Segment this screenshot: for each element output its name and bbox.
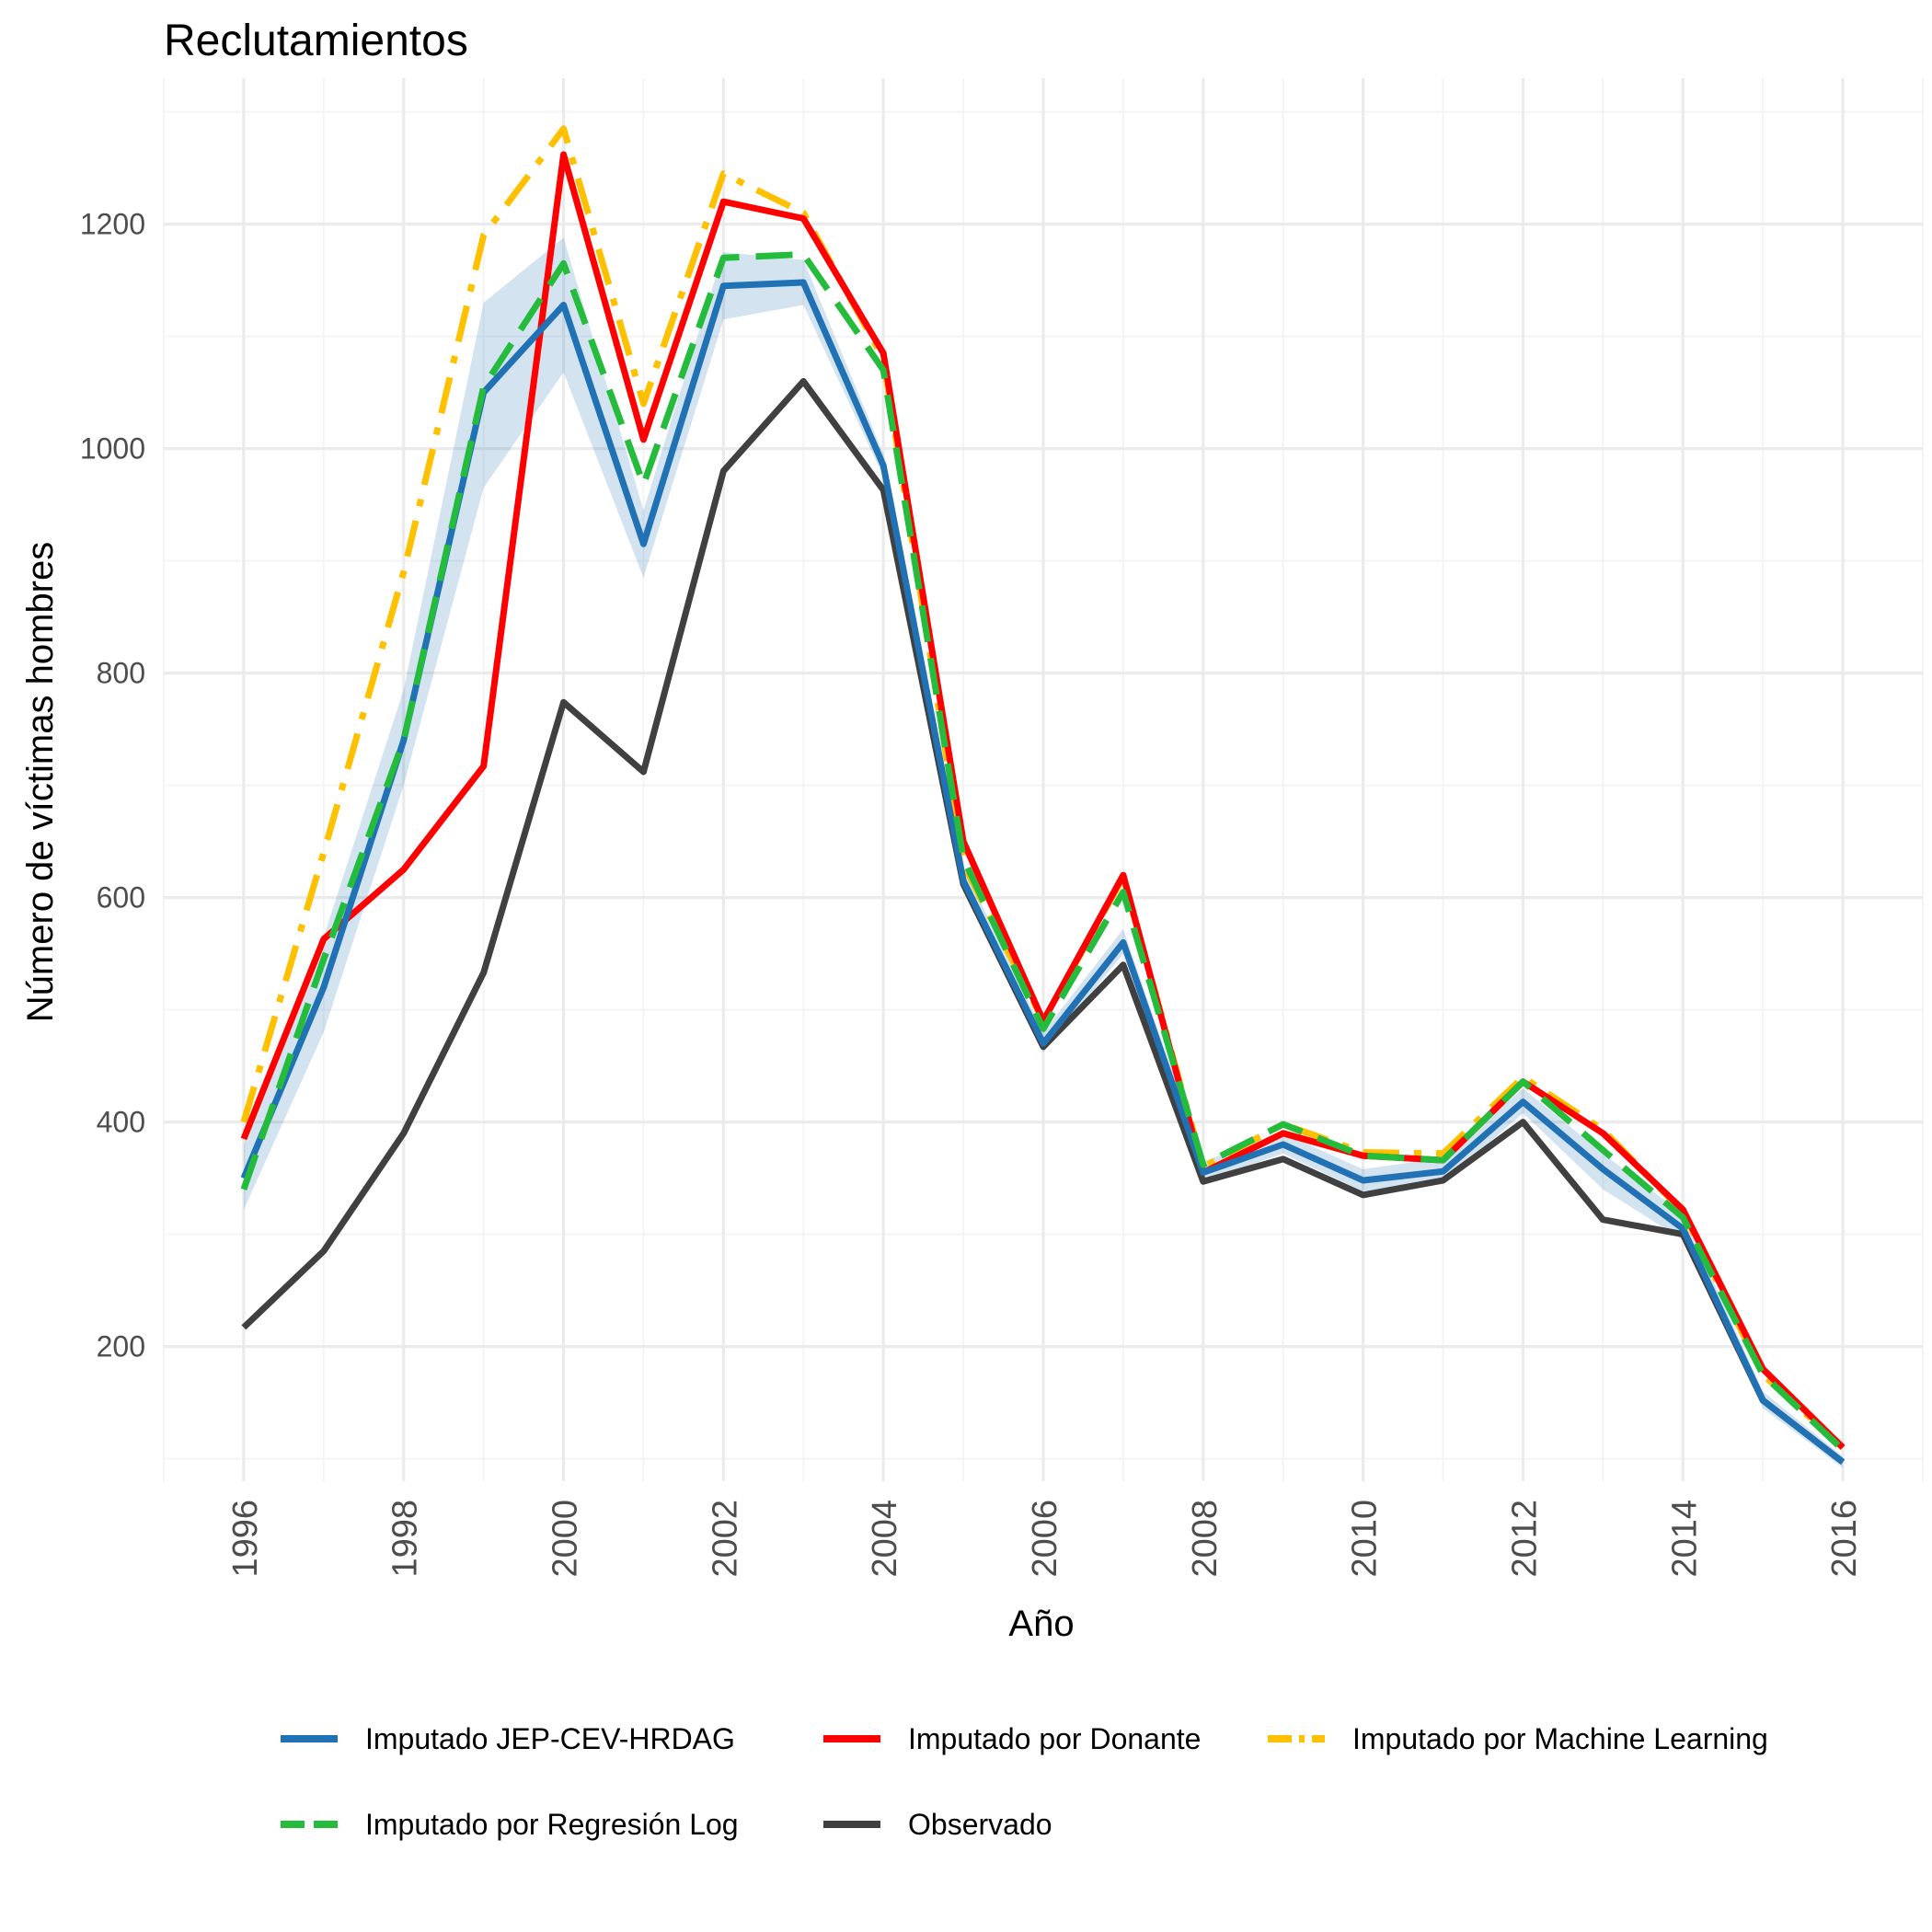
legend: Imputado JEP-CEV-HRDAG Imputado por Donan…	[281, 1722, 1768, 1841]
series-line-imputado-por-regresion-log	[240, 251, 1846, 1453]
legend-label: Imputado por Machine Learning	[1352, 1722, 1768, 1755]
x-tick-label: 2006	[1026, 1500, 1064, 1578]
x-tick-labels: 1996 1998 2000 2002 2004 2006 2008 2010 2012 2014…	[226, 1500, 1864, 1578]
y-tick-label: 400	[97, 1106, 145, 1139]
x-tick-label: 2012	[1505, 1500, 1544, 1578]
x-axis-title: Año	[1008, 1604, 1074, 1644]
x-tick-label: 2014	[1665, 1500, 1704, 1578]
legend-item-imputado-jep-cev-hrdag: Imputado JEP-CEV-HRDAG	[281, 1722, 735, 1755]
legend-item-imputado-por-machine-learning: Imputado por Machine Learning	[1268, 1722, 1768, 1755]
y-tick-label: 600	[97, 881, 145, 914]
chart-title: Reclutamientos	[164, 17, 468, 65]
x-tick-label: 1998	[386, 1500, 425, 1578]
y-tick-label: 1200	[80, 208, 145, 241]
series-line-imputado-por-donante	[240, 151, 1846, 1450]
y-tick-label: 800	[97, 657, 145, 690]
x-tick-label: 2000	[546, 1500, 585, 1578]
x-tick-label: 1996	[226, 1500, 265, 1578]
major-gridlines	[164, 78, 1923, 1481]
series-lines	[240, 125, 1846, 1466]
x-tick-label: 2004	[866, 1500, 904, 1578]
y-axis-title: Número de víctimas hombres	[20, 542, 61, 1022]
legend-label: Imputado JEP-CEV-HRDAG	[365, 1722, 735, 1755]
x-tick-label: 2002	[706, 1500, 744, 1578]
series-line-imputado-jep-cev-hrdag	[240, 279, 1846, 1466]
series-line-observado	[241, 377, 1846, 1466]
legend-item-observado: Observado	[823, 1808, 1052, 1841]
legend-label: Imputado por Regresión Log	[365, 1808, 739, 1841]
legend-label: Imputado por Donante	[908, 1722, 1201, 1755]
x-tick-label: 2008	[1186, 1500, 1225, 1578]
y-tick-label: 1000	[80, 432, 145, 466]
y-tick-labels: 200 400 600 800 1000 1200	[80, 208, 145, 1363]
y-tick-label: 200	[97, 1330, 145, 1363]
x-tick-label: 2010	[1346, 1500, 1385, 1578]
legend-item-imputado-por-donante: Imputado por Donante	[823, 1722, 1201, 1755]
legend-item-imputado-por-regresion-log: Imputado por Regresión Log	[281, 1808, 739, 1841]
legend-label: Observado	[908, 1808, 1052, 1841]
x-tick-label: 2016	[1825, 1500, 1864, 1578]
